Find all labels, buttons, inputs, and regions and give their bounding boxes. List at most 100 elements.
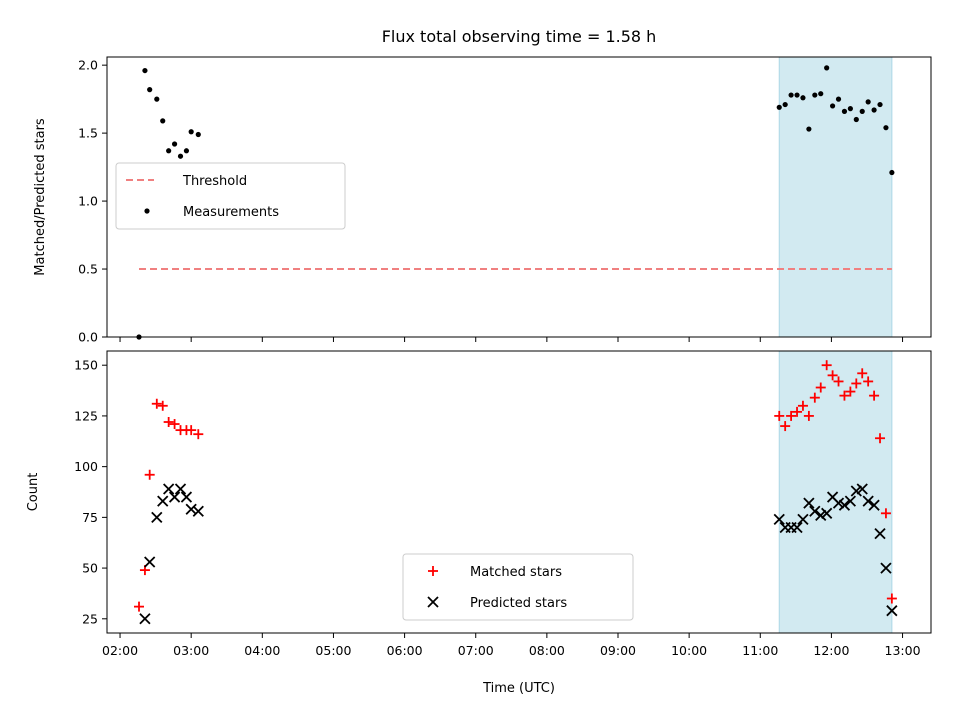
data-point: [850, 485, 862, 497]
legend-item: Matched stars: [428, 565, 562, 580]
data-point: [780, 421, 791, 432]
data-point: [782, 101, 788, 108]
data-point: [142, 67, 148, 74]
data-point: [844, 495, 857, 507]
data-point: [857, 368, 868, 379]
data-point: [166, 148, 172, 154]
y-tick-label: 50: [82, 561, 98, 576]
data-point: [139, 613, 151, 625]
panel-ratio: 0.0 0.5 1.0 1.5 2.0 Matched/Predicted stars Th…: [33, 56, 932, 345]
y-tick-label: 0.5: [78, 262, 98, 277]
legend-label: Predicted stars: [470, 596, 567, 611]
data-point: [829, 103, 836, 109]
x-tick-label: 11:00: [742, 643, 778, 658]
data-point: [845, 386, 856, 397]
data-point: [847, 106, 853, 112]
x-axis-label: Time (UTC): [482, 681, 555, 696]
chart-title: Flux total observing time = 1.58 h: [382, 27, 657, 46]
data-point: [154, 96, 160, 102]
legend: Threshold Measurements: [115, 162, 346, 230]
highlight-span: [778, 56, 893, 338]
data-point: [144, 556, 156, 568]
data-point: [157, 400, 168, 411]
y-tick-label: 25: [82, 611, 98, 626]
data-point: [163, 417, 174, 428]
data-point: [788, 92, 794, 98]
data-point: [880, 562, 892, 574]
data-point: [144, 469, 155, 480]
data-point: [856, 483, 868, 495]
legend-swatch: [427, 596, 439, 608]
y-tick-label: 125: [74, 408, 98, 423]
data-point: [812, 92, 818, 98]
data-point: [188, 129, 194, 135]
data-point: [824, 65, 830, 71]
data-point: [880, 508, 891, 519]
data-point: [871, 107, 877, 113]
data-point: [815, 382, 826, 393]
x-tick-label: 05:00: [315, 643, 351, 658]
legend-item: Measurements: [144, 205, 279, 220]
x-tick-label: 04:00: [244, 643, 280, 658]
x-tick-label: 10:00: [671, 643, 707, 658]
data-point: [151, 398, 162, 409]
data-point: [818, 91, 824, 97]
data-point: [827, 370, 838, 381]
y-axis-label: Count: [26, 473, 41, 512]
x-tick-label: 02:00: [102, 643, 138, 658]
data-point: [794, 92, 800, 98]
x-tick-label: 07:00: [458, 643, 494, 658]
series-predicted-stars: [139, 483, 898, 625]
legend-label: Threshold: [182, 174, 247, 189]
data-point: [821, 507, 833, 519]
data-point: [186, 425, 197, 436]
highlight-span: [778, 350, 893, 634]
data-point: [180, 491, 193, 503]
y-tick-label: 0.0: [78, 330, 98, 345]
data-point: [868, 499, 880, 511]
data-point: [800, 95, 806, 101]
data-point: [835, 96, 842, 102]
data-point: [859, 108, 865, 114]
x-tick-label: 12:00: [813, 643, 849, 658]
data-point: [183, 148, 190, 154]
data-point: [773, 513, 785, 526]
data-point: [791, 521, 803, 534]
data-point: [157, 495, 169, 507]
axes-frame: [106, 350, 932, 634]
axes-frame: [106, 56, 932, 338]
y-tick-label: 100: [74, 459, 98, 474]
legend-item: Predicted stars: [427, 596, 567, 611]
data-point: [886, 605, 898, 617]
y-tick-label: 150: [74, 358, 98, 373]
data-point: [803, 410, 814, 421]
data-point: [869, 390, 880, 401]
data-point: [803, 497, 815, 509]
legend-label: Matched stars: [470, 565, 562, 580]
legend-item: Threshold: [126, 174, 247, 189]
panel-count: 25 50 75 100 125 150 02:00 03:00 04:00 05:00 06:00…: [26, 350, 932, 658]
data-point: [792, 406, 803, 417]
data-point: [776, 104, 782, 110]
data-point: [169, 419, 180, 430]
legend-label: Measurements: [183, 205, 279, 220]
legend-swatch: [428, 566, 438, 576]
y-tick-label: 75: [82, 510, 98, 525]
series-measurements: [136, 65, 895, 340]
data-point: [821, 360, 832, 371]
data-point: [863, 376, 874, 387]
series-matched-stars: [134, 360, 897, 612]
y-tick-label: 2.0: [78, 58, 98, 73]
data-point: [160, 118, 166, 124]
data-point: [151, 511, 163, 523]
data-point: [886, 593, 897, 604]
data-point: [806, 126, 812, 132]
data-point: [841, 108, 848, 114]
data-point: [195, 131, 201, 138]
data-point: [171, 141, 178, 147]
legend-box: [402, 553, 634, 621]
data-point: [174, 483, 187, 495]
data-point: [774, 410, 785, 421]
data-point: [839, 390, 850, 401]
